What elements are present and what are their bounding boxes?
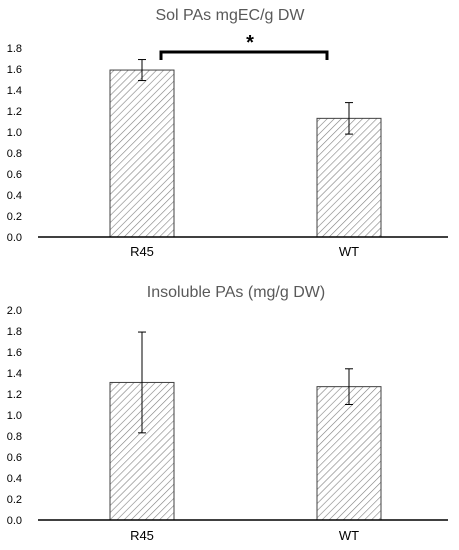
- y-tick-label: 0.8: [7, 431, 22, 443]
- significance-bracket: *: [159, 32, 329, 60]
- y-tick-label: 2.0: [7, 305, 22, 317]
- error-bar-r45: [138, 59, 146, 82]
- bar-wt: [316, 117, 382, 238]
- y-tick-label: 0.2: [7, 211, 22, 223]
- y-tick-label: 0.4: [7, 473, 22, 485]
- category-label-r45: R45: [130, 244, 154, 259]
- y-tick-label: 1.8: [7, 43, 22, 55]
- y-tick-label: 0.6: [7, 169, 22, 181]
- chart-1-bars: [109, 69, 382, 238]
- chart-1-title: Sol PAs mgEC/g DW: [155, 7, 305, 24]
- y-tick-label: 0.6: [7, 452, 22, 464]
- chart-1-y-ticks: 0.0 0.2 0.4 0.6 0.8 1.0 1.2 1.4 1.6 1.8: [7, 43, 22, 244]
- y-tick-label: 0.8: [7, 148, 22, 160]
- y-tick-label: 1.0: [7, 410, 22, 422]
- y-tick-label: 0.0: [7, 232, 22, 244]
- y-tick-label: 1.2: [7, 106, 22, 118]
- chart-1-error-bars: [138, 59, 353, 135]
- chart-1-category-labels: R45 WT: [130, 244, 359, 259]
- chart-2-error-bars: [138, 331, 353, 434]
- error-bar-r45: [138, 331, 146, 434]
- chart-2-bars: [109, 381, 382, 521]
- category-label-r45: R45: [130, 528, 154, 543]
- chart-insoluble-pas: Insoluble PAs (mg/g DW) 0.0 0.2 0.4 0.6 0.8 1…: [7, 284, 448, 543]
- y-tick-label: 1.4: [7, 85, 22, 97]
- category-label-wt: WT: [339, 244, 359, 259]
- y-tick-label: 1.8: [7, 326, 22, 338]
- error-bar-wt: [345, 102, 353, 135]
- y-tick-label: 1.4: [7, 368, 22, 380]
- chart-2-title: Insoluble PAs (mg/g DW): [147, 284, 325, 301]
- chart-sol-pas: Sol PAs mgEC/g DW 0.0 0.2 0.4 0.6 0.8 1.0 1.2 1…: [7, 7, 448, 259]
- chart-2-category-labels: R45 WT: [130, 528, 359, 543]
- y-tick-label: 1.6: [7, 64, 22, 76]
- y-tick-label: 1.6: [7, 347, 22, 359]
- bar-r45: [109, 69, 175, 238]
- error-bar-wt: [345, 368, 353, 405]
- y-tick-label: 0.0: [7, 515, 22, 527]
- category-label-wt: WT: [339, 528, 359, 543]
- significance-asterisk: *: [246, 32, 254, 54]
- y-tick-label: 0.2: [7, 494, 22, 506]
- chart-2-y-ticks: 0.0 0.2 0.4 0.6 0.8 1.0 1.2 1.4 1.6 1.8 2.0: [7, 305, 22, 527]
- bar-wt: [316, 386, 382, 521]
- y-tick-label: 0.4: [7, 190, 22, 202]
- y-tick-label: 1.0: [7, 127, 22, 139]
- y-tick-label: 1.2: [7, 389, 22, 401]
